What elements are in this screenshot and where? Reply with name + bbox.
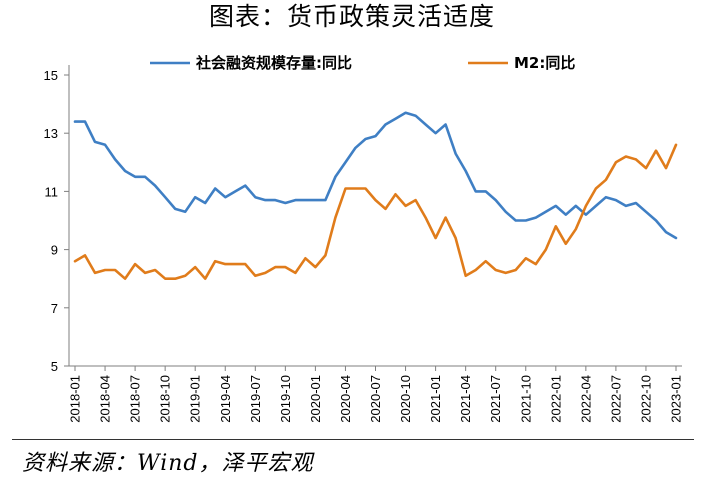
legend-label-1: M2:同比	[514, 54, 575, 72]
series-layer	[73, 111, 678, 281]
series-line-0	[73, 111, 678, 240]
chart-title: 图表：货币政策灵活适度	[208, 2, 495, 31]
x-tick-label: 2020-07	[368, 375, 383, 423]
x-tick-label: 2019-01	[188, 375, 203, 423]
y-axis: 5 7 9 11 13 15	[44, 65, 70, 374]
y-tick-label: 11	[45, 184, 59, 199]
y-tick-label: 5	[51, 359, 58, 374]
source-divider	[12, 439, 694, 440]
x-tick-label: 2018-01	[68, 375, 83, 423]
x-tick-label: 2018-04	[98, 375, 113, 423]
x-tick-label: 2021-01	[428, 375, 443, 423]
series-line-1	[73, 143, 678, 281]
x-tick-label: 2021-04	[458, 375, 473, 423]
x-tick-label: 2021-10	[518, 375, 533, 423]
x-tick-label: 2018-10	[158, 375, 173, 423]
x-tick-label: 2020-04	[338, 375, 353, 423]
x-tick-label: 2020-10	[398, 375, 413, 423]
x-tick-label: 2018-07	[128, 375, 143, 423]
x-tick-label: 2019-07	[248, 375, 263, 423]
chart-legend: 社会融资规模存量:同比 M2:同比	[150, 54, 575, 72]
x-tick-label: 2021-07	[488, 375, 503, 423]
x-axis: 2018-01 2018-04 2018-07 2018-10 2019-01 2019-…	[68, 365, 684, 423]
x-tick-label: 2022-10	[638, 375, 653, 423]
x-tick-label: 2019-10	[278, 375, 293, 423]
x-tick-label: 2023-01	[669, 375, 684, 423]
x-tick-label: 2022-01	[548, 375, 563, 423]
y-tick-label: 7	[51, 301, 58, 316]
y-tick-label: 9	[51, 243, 58, 258]
x-tick-label: 2022-04	[578, 375, 593, 423]
x-tick-label: 2019-04	[218, 375, 233, 423]
x-tick-label: 2022-07	[608, 375, 623, 423]
source-note: 资料来源：Wind，泽平宏观	[22, 451, 314, 476]
legend-label-0: 社会融资规模存量:同比	[195, 54, 352, 72]
y-tick-label: 13	[44, 126, 58, 141]
x-tick-label: 2020-01	[308, 375, 323, 423]
y-tick-label: 15	[44, 68, 58, 83]
